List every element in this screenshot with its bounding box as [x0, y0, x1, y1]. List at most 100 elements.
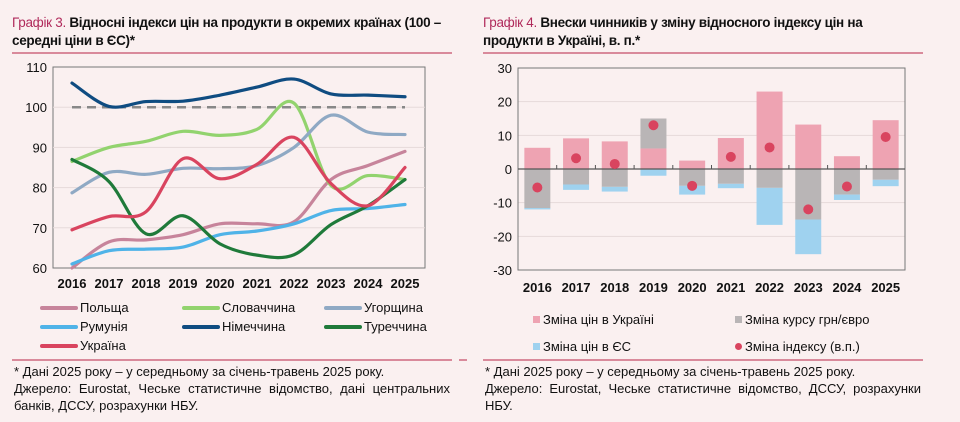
legend-item: Туреччина — [324, 319, 427, 334]
legend-swatch — [40, 305, 78, 310]
y-tick-label: -10 — [493, 196, 512, 211]
legend-item: Зміна індексу (в.п.) — [735, 339, 860, 354]
legend-swatch — [735, 316, 742, 323]
source-text: Джерело: Eurostat, Чеське статистичне ві… — [14, 381, 450, 413]
legend-label: Угорщина — [364, 300, 423, 315]
bar-segment — [717, 169, 744, 184]
index-point — [880, 132, 891, 143]
index-point — [725, 151, 736, 162]
y-tick-label: 20 — [498, 95, 512, 110]
note-text: * Дані 2025 року – у середньому за січен… — [485, 364, 856, 379]
footnote: * Дані 2025 року – у середньому за січен… — [14, 363, 450, 414]
y-tick-label: 10 — [498, 128, 512, 143]
legend-swatch — [182, 305, 220, 310]
chart-number: Графік 3. — [12, 15, 66, 30]
x-tick-label: 2016 — [58, 276, 87, 291]
divider — [12, 359, 452, 361]
index-point — [841, 181, 852, 192]
index-point — [571, 153, 582, 164]
x-tick-label: 2022 — [755, 280, 784, 295]
plot-area — [52, 66, 426, 269]
bar-segment — [833, 194, 860, 200]
chart-panel-right: Графік 4. Внески чинників у зміну віднос… — [483, 0, 943, 422]
legend-item: Зміна цін в Україні — [533, 312, 654, 327]
y-tick-label: 60 — [33, 261, 47, 276]
chart-title: Графік 4. Внески чинників у зміну віднос… — [483, 14, 923, 50]
series-line — [70, 113, 407, 195]
x-tick-label: 2020 — [206, 276, 235, 291]
y-tick-label: -20 — [493, 229, 512, 244]
bar-segment — [524, 208, 551, 210]
bar-segment — [872, 169, 899, 180]
bar-segment — [679, 160, 706, 169]
x-tick-label: 2023 — [317, 276, 346, 291]
legend-item: Україна — [40, 338, 126, 353]
series-line — [70, 202, 407, 266]
bar-segment — [640, 148, 667, 169]
y-tick-label: 0 — [505, 162, 512, 177]
legend-swatch — [533, 343, 540, 350]
series-line — [70, 135, 407, 232]
index-point — [687, 180, 698, 191]
bar-segment — [717, 183, 744, 189]
legend-swatch — [324, 324, 362, 329]
series-line — [70, 149, 407, 270]
y-tick-label: 100 — [25, 100, 47, 115]
bar-segment — [756, 91, 783, 169]
chart-title: Графік 3. Відносні індекси цін на продук… — [12, 14, 452, 50]
legend-swatch — [182, 324, 220, 329]
x-tick-label: 2025 — [391, 276, 420, 291]
x-tick-label: 2025 — [871, 280, 900, 295]
bar-segment — [795, 219, 822, 255]
legend-swatch — [735, 343, 742, 350]
legend-label: Зміна курсу грн/євро — [745, 312, 870, 327]
x-tick-label: 2024 — [354, 276, 384, 291]
legend-label: Україна — [80, 338, 126, 353]
legend-item: Словаччина — [182, 300, 295, 315]
bar-chart: -30 -20 -10 0 10 20 30 2016 2017 2018 2019 2020 2021… — [493, 61, 906, 295]
x-tick-label: 2020 — [678, 280, 707, 295]
x-tick-label: 2018 — [600, 280, 629, 295]
y-tick-label: 80 — [33, 181, 47, 196]
bar-segment — [563, 184, 590, 190]
series-line — [70, 157, 407, 260]
footnote: * Дані 2025 року – у середньому за січен… — [485, 363, 921, 414]
legend-label: Німеччина — [222, 319, 286, 334]
chart-number: Графік 4. — [483, 15, 537, 30]
legend-item: Румунія — [40, 319, 128, 334]
legend-label: Словаччина — [222, 300, 296, 315]
index-point — [803, 204, 814, 215]
x-tick-label: 2016 — [523, 280, 552, 295]
line-chart: 60 70 80 90 100 110 2016 2017 2018 2019 2020 2021 20… — [25, 60, 426, 291]
divider — [483, 52, 923, 54]
bar-segment — [833, 156, 860, 169]
legend-item: Польща — [40, 300, 129, 315]
series-line — [70, 99, 407, 191]
bar-segment — [795, 124, 822, 169]
legend-swatch — [40, 343, 78, 348]
chart-title-text: Відносні індекси цін на продукти в окрем… — [12, 15, 442, 48]
bar-segment — [601, 169, 628, 187]
bar-segment — [872, 179, 899, 187]
legend-swatch — [533, 316, 540, 323]
chart-panel-left: Графік 3. Відносні індекси цін на продук… — [12, 0, 472, 422]
bar-segment — [756, 187, 783, 225]
x-tick-label: 2024 — [832, 280, 862, 295]
source-text: Джерело: Eurostat, Чеське статистичне ві… — [485, 381, 921, 413]
x-tick-label: 2017 — [562, 280, 591, 295]
y-tick-label: -30 — [493, 263, 512, 278]
legend-label: Зміна цін в ЄС — [543, 339, 632, 354]
divider — [483, 359, 923, 361]
bar-segment — [679, 169, 706, 186]
legend-label: Польща — [80, 300, 129, 315]
index-point — [532, 182, 543, 193]
series-line — [70, 77, 407, 109]
legend-item: Німеччина — [182, 319, 285, 334]
y-tick-label: 90 — [33, 140, 47, 155]
chart-title-text: Внески чинників у зміну відносного індек… — [483, 15, 863, 48]
x-tick-label: 2019 — [169, 276, 198, 291]
legend-label: Туреччина — [364, 319, 427, 334]
bar-segment — [524, 147, 551, 169]
y-tick-label: 30 — [498, 61, 512, 76]
